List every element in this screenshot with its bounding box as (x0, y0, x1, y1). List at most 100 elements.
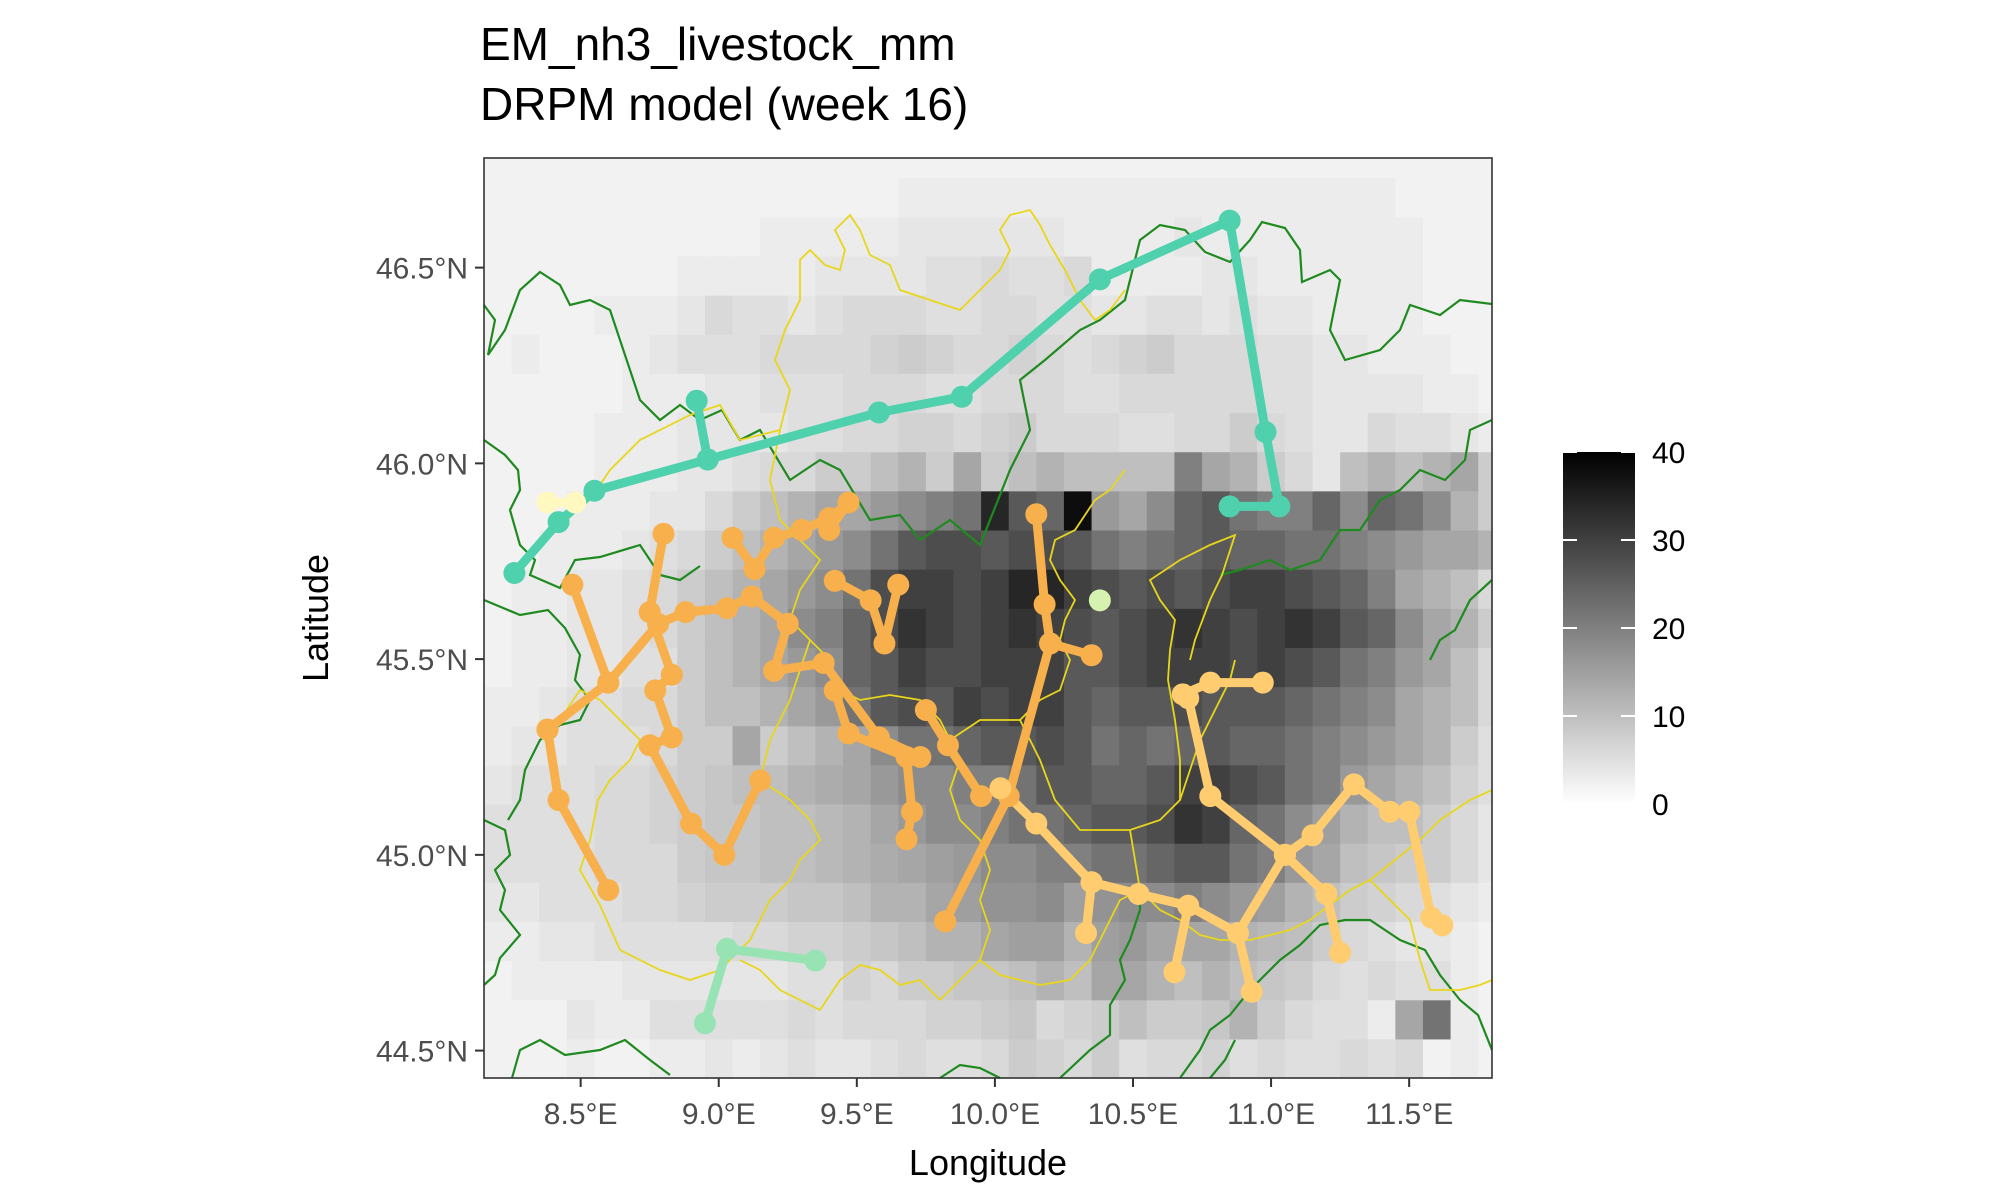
data-point (597, 879, 620, 902)
heatmap-cell (649, 843, 678, 883)
heatmap-cell (1008, 999, 1037, 1040)
heatmap-cell (1008, 1038, 1037, 1079)
heatmap-cell (1119, 999, 1148, 1040)
heatmap-cell (1008, 647, 1037, 688)
heatmap-cell (1284, 1038, 1314, 1079)
heatmap-cell (1063, 764, 1093, 805)
data-point (1088, 589, 1111, 612)
heatmap-cell (787, 334, 816, 374)
heatmap-cell (1395, 216, 1424, 257)
heatmap-cell (732, 999, 761, 1040)
heatmap-cell (925, 960, 955, 1001)
heatmap-cell (898, 451, 927, 492)
heatmap-cell (704, 295, 734, 335)
heatmap-cell (1312, 1038, 1341, 1079)
heatmap-cell (1284, 608, 1314, 648)
heatmap-cell (1229, 451, 1258, 492)
heatmap-cell (1312, 158, 1341, 179)
heatmap-cell (925, 490, 955, 531)
heatmap-cell (981, 569, 1010, 609)
series-line (1169, 901, 1193, 977)
heatmap-cell (898, 999, 927, 1040)
heatmap-cell (1367, 999, 1396, 1040)
heatmap-cell (1284, 295, 1314, 335)
heatmap-cell (1202, 960, 1231, 1001)
heatmap-cell (843, 216, 872, 257)
heatmap-cell (843, 843, 872, 883)
heatmap-cell (953, 999, 982, 1040)
heatmap-cell (1257, 608, 1286, 648)
y-tick-label: 46.5°N (376, 253, 468, 286)
heatmap-cell (732, 490, 761, 531)
heatmap-cell (815, 295, 844, 335)
heatmap-cell (870, 529, 899, 570)
data-point (1025, 812, 1048, 835)
heatmap-cell (1063, 1038, 1093, 1079)
heatmap-cell (981, 999, 1010, 1040)
heatmap-cell (677, 177, 706, 218)
heatmap-cell (704, 725, 734, 766)
heatmap-cell (1478, 334, 1493, 374)
legend-tick-label: 20 (1652, 613, 1685, 646)
heatmap-cell (594, 608, 623, 648)
heatmap-cell (1367, 725, 1396, 766)
heatmap-cell (511, 216, 540, 257)
heatmap-cell (511, 158, 540, 179)
heatmap-cell (1146, 647, 1176, 688)
y-tick-label: 46.0°N (376, 448, 468, 481)
subregion-border (979, 889, 1141, 986)
heatmap-cell (1395, 255, 1424, 296)
series-points (503, 209, 1454, 1035)
heatmap-cell (484, 373, 513, 414)
data-point (1075, 922, 1098, 945)
heatmap-cell (1257, 725, 1286, 766)
heatmap-cell (1367, 569, 1396, 609)
heatmap-cell (870, 216, 899, 257)
heatmap-cell (1395, 882, 1424, 923)
heatmap-cell (622, 412, 651, 453)
heatmap-cell (1367, 686, 1396, 727)
heatmap-cell (622, 999, 651, 1040)
heatmap-cell (1340, 686, 1369, 727)
heatmap-cell (925, 158, 955, 179)
heatmap-cell (787, 216, 816, 257)
heatmap-cell (1119, 216, 1148, 257)
heatmap-cell (1008, 255, 1037, 296)
data-point (1315, 883, 1338, 905)
heatmap-cell (1063, 569, 1093, 609)
heatmap-cell (732, 451, 761, 492)
heatmap-cell (704, 177, 734, 218)
data-point (823, 679, 846, 702)
heatmap-cell (1202, 373, 1231, 414)
heatmap-cell (898, 529, 927, 570)
panel-border (483, 157, 1493, 1079)
heatmap-cell (484, 529, 513, 570)
heatmap-cell (1284, 334, 1314, 374)
heatmap-cell (1091, 686, 1120, 727)
heatmap-cell (1478, 373, 1493, 414)
heatmap-cell (953, 295, 982, 335)
subregion-border (559, 208, 1126, 521)
heatmap-cell (870, 177, 899, 218)
heatmap-cell (953, 608, 982, 648)
heatmap-cell (539, 158, 568, 179)
heatmap-cell (1395, 608, 1424, 648)
heatmap-cell (1063, 158, 1093, 179)
x-tick-label: 9.5°E (820, 1098, 894, 1131)
heatmap-cell (1284, 686, 1314, 727)
heatmap-cell (511, 177, 540, 218)
region-border (1219, 418, 1493, 577)
heatmap-cell (981, 725, 1010, 766)
heatmap-cell (898, 295, 927, 335)
heatmap-cell (1284, 177, 1314, 218)
heatmap-cell (539, 334, 568, 374)
heatmap-cell (1312, 216, 1341, 257)
heatmap-cell (1091, 373, 1120, 414)
heatmap-cell (953, 960, 982, 1001)
heatmap-cell (1119, 686, 1148, 727)
heatmap-cell (1478, 803, 1493, 844)
heatmap-cell (732, 960, 761, 1001)
heatmap-cell (511, 960, 540, 1001)
heatmap-cell (677, 490, 706, 531)
heatmap-cell (1312, 177, 1341, 218)
